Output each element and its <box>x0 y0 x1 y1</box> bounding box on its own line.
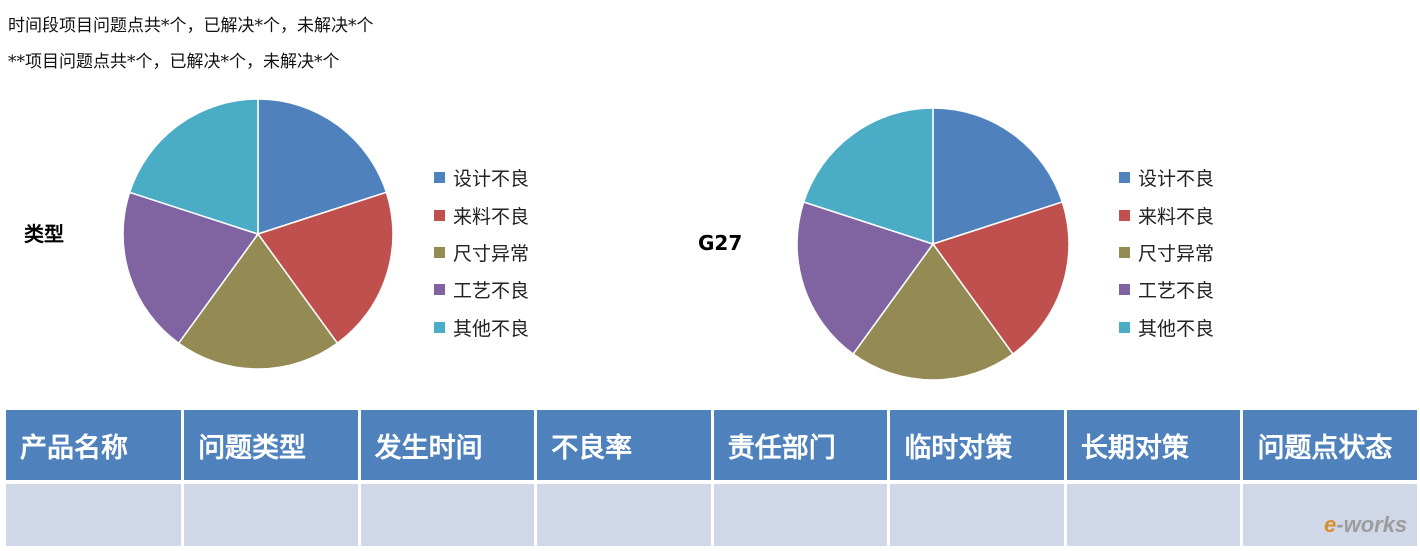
legend-label: 来料不良 <box>1138 205 1215 228</box>
table-cell[interactable] <box>6 482 185 546</box>
pie-slice-3 <box>852 242 1014 381</box>
legend-label: 尺寸异常 <box>453 242 530 265</box>
table-cell[interactable] <box>888 482 1067 546</box>
legend-item: 设计不良 <box>434 159 574 196</box>
column-header-issue-type[interactable]: 问题类型 <box>182 410 361 484</box>
legend-label: 来料不良 <box>453 205 530 228</box>
legend-item: 来料不良 <box>434 196 574 233</box>
column-header-temporary-measure[interactable]: 临时对策 <box>888 410 1067 484</box>
legend-swatch <box>1119 321 1130 333</box>
legend-swatch <box>434 321 445 333</box>
legend-swatch <box>434 172 445 184</box>
legend-swatch <box>1119 172 1130 184</box>
legend-g27: 设计不良 来料不良 尺寸异常 工艺不良 其他不良 <box>1119 159 1259 346</box>
legend-item: 其他不良 <box>1119 309 1259 346</box>
legend-item: 工艺不良 <box>434 271 574 308</box>
legend-label: 工艺不良 <box>453 280 530 303</box>
chart-title-g27: G27 <box>698 231 743 255</box>
column-header-issue-status[interactable]: 问题点状态 <box>1241 410 1420 484</box>
table-row <box>6 482 1420 546</box>
pie-slice-2 <box>931 201 1070 356</box>
legend-label: 设计不良 <box>1138 168 1215 191</box>
summary-project-text: **项目问题点共*个，已解决*个，未解决*个 <box>8 52 340 72</box>
column-header-responsible-dept[interactable]: 责任部门 <box>712 410 891 484</box>
legend-item: 工艺不良 <box>1119 271 1259 308</box>
legend-type: 设计不良 来料不良 尺寸异常 工艺不良 其他不良 <box>434 159 574 346</box>
legend-label: 工艺不良 <box>1138 280 1215 303</box>
table-cell[interactable] <box>182 482 361 546</box>
eworks-watermark-logo: e-works <box>1324 512 1407 538</box>
legend-swatch <box>1119 246 1130 258</box>
chart-title-type: 类型 <box>24 222 64 246</box>
table-cell[interactable] <box>712 482 891 546</box>
table-cell[interactable] <box>359 482 538 546</box>
issue-table: 产品名称 问题类型 发生时间 不良率 责任部门 临时对策 长期对策 问题点状态 <box>6 410 1420 546</box>
legend-item: 来料不良 <box>1119 196 1259 233</box>
column-header-defect-rate[interactable]: 不良率 <box>535 410 714 484</box>
legend-label: 设计不良 <box>453 168 530 191</box>
legend-swatch <box>434 246 445 258</box>
watermark-suffix: -works <box>1336 512 1408 537</box>
table-cell[interactable] <box>1241 482 1420 546</box>
pie-slice-1 <box>257 98 388 236</box>
pie-slice-3 <box>177 232 339 370</box>
legend-item: 尺寸异常 <box>434 234 574 271</box>
pie-slice-4 <box>796 201 935 356</box>
summary-period-text: 时间段项目问题点共*个，已解决*个，未解决*个 <box>8 16 374 36</box>
legend-swatch <box>1119 284 1130 296</box>
table-header-row: 产品名称 问题类型 发生时间 不良率 责任部门 临时对策 长期对策 问题点状态 <box>6 410 1420 484</box>
legend-swatch <box>1119 209 1130 221</box>
pie-slice-5 <box>802 107 934 246</box>
legend-label: 尺寸异常 <box>1138 242 1215 265</box>
pie-slice-5 <box>128 98 259 236</box>
legend-item: 设计不良 <box>1119 159 1259 196</box>
pie-slice-1 <box>932 107 1064 246</box>
legend-item: 其他不良 <box>434 309 574 346</box>
pie-chart-type <box>122 98 394 370</box>
column-header-occurrence-time[interactable]: 发生时间 <box>359 410 538 484</box>
table-cell[interactable] <box>535 482 714 546</box>
legend-label: 其他不良 <box>1138 317 1215 340</box>
column-header-product-name[interactable]: 产品名称 <box>6 410 185 484</box>
watermark-prefix: e <box>1324 512 1337 537</box>
legend-item: 尺寸异常 <box>1119 234 1259 271</box>
legend-swatch <box>434 209 445 221</box>
pie-slice-2 <box>256 191 394 345</box>
pie-slice-4 <box>122 191 260 345</box>
column-header-long-term-measure[interactable]: 长期对策 <box>1065 410 1244 484</box>
legend-label: 其他不良 <box>453 317 530 340</box>
pie-chart-g27 <box>796 107 1070 381</box>
legend-swatch <box>434 284 445 296</box>
table-cell[interactable] <box>1065 482 1244 546</box>
